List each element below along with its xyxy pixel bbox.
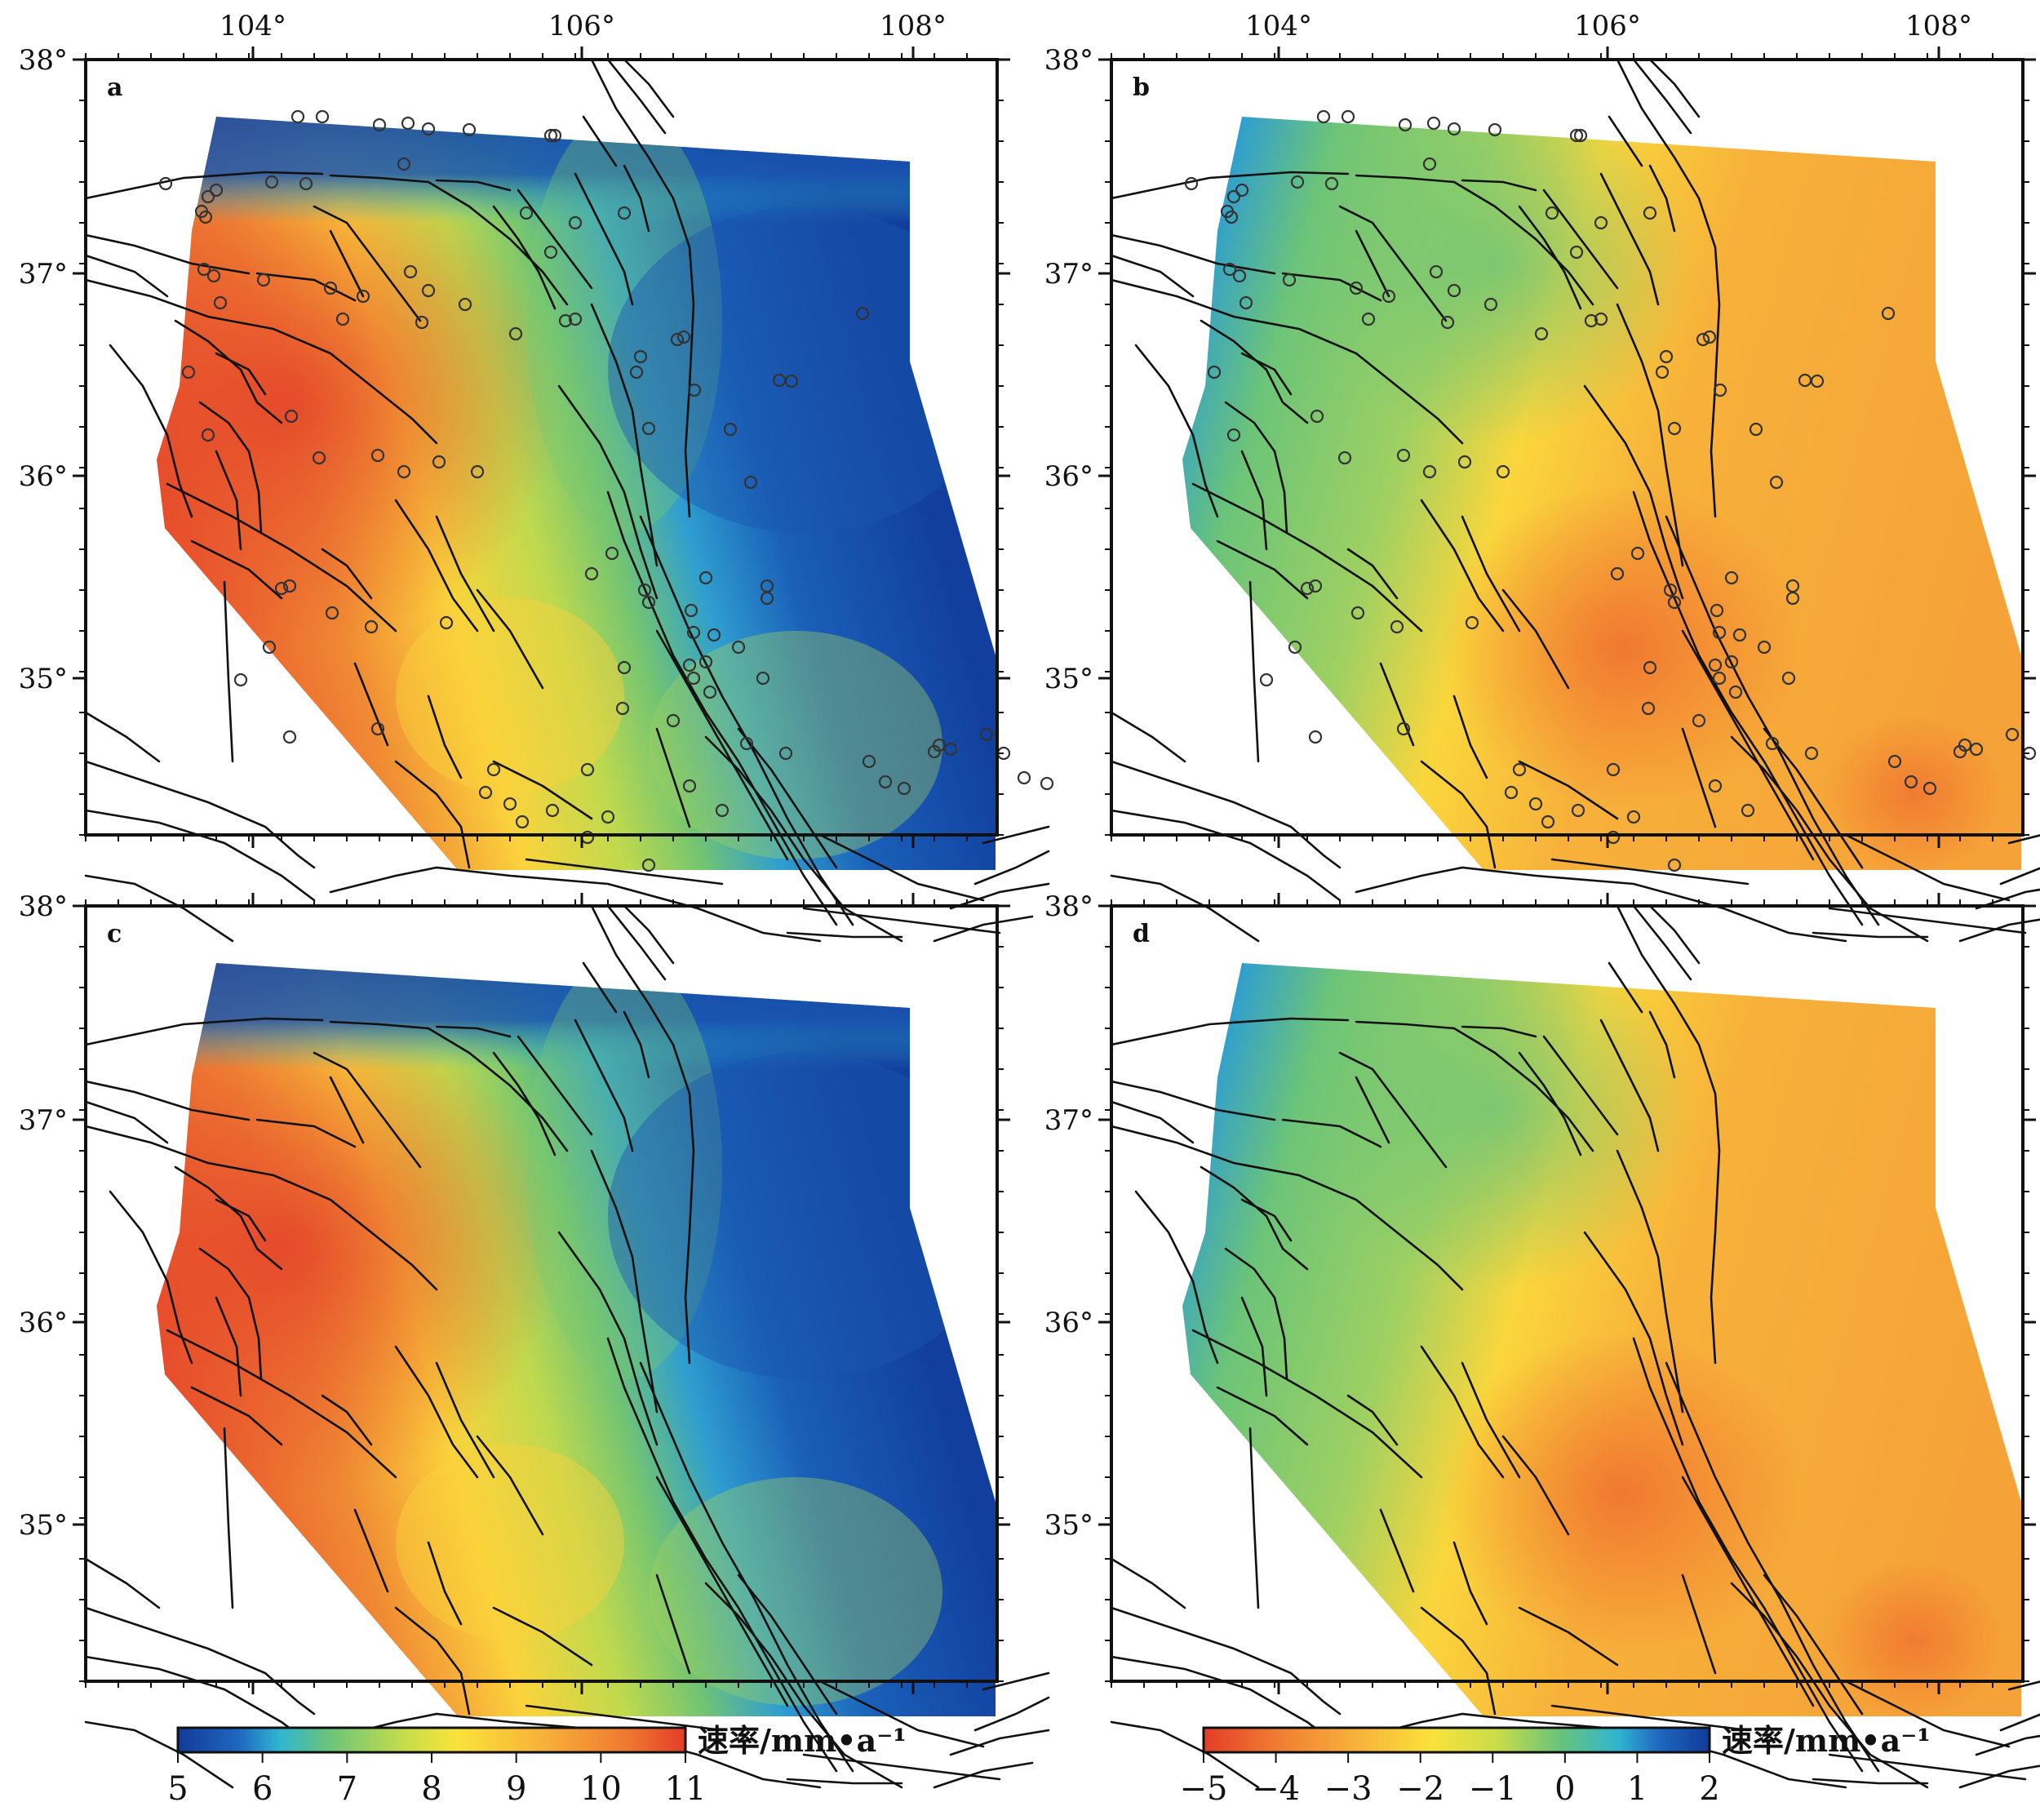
colorbar-tick-label: 8 xyxy=(421,1770,441,1808)
colorbar-rate-bar xyxy=(1202,1726,1711,1754)
lat-tick-label: 35° xyxy=(19,1509,68,1542)
colorbar-tick-label: −2 xyxy=(1396,1770,1444,1808)
lat-tick-label: 38° xyxy=(1044,44,1093,77)
colorbar-rate-label: 速率/mm•a⁻¹ xyxy=(1722,1722,1931,1759)
map-panels: a 104° 106° 108° 38° 37° 36° 35° b 104° 106° 108° 38… xyxy=(19,10,2040,1789)
panel-d-frame xyxy=(1110,904,2024,1683)
colorbar-tick-label: 2 xyxy=(1699,1770,1719,1808)
panel-a-ticks xyxy=(73,47,1010,848)
panel-b: b 104° 106° 108° 38° 37° 36° 35° xyxy=(1044,10,2040,943)
panel-b-frame xyxy=(1110,58,2024,837)
lon-tick-label: 104° xyxy=(220,10,286,42)
lon-tick-label: 108° xyxy=(880,10,947,42)
colorbar-tick-label: −1 xyxy=(1469,1770,1517,1808)
colorbar-tick-label: 6 xyxy=(252,1770,273,1808)
panel-d: d 38° 37° 36° 35° xyxy=(1044,890,2040,1789)
panel-d-ticks xyxy=(1098,893,2036,1694)
lat-tick-label: 35° xyxy=(1044,663,1093,695)
panel-c-frame xyxy=(84,904,999,1683)
lat-tick-label: 36° xyxy=(19,1307,68,1339)
lat-tick-label: 37° xyxy=(19,1104,68,1137)
panel-c-ticks xyxy=(73,893,1010,1694)
panel-a-field xyxy=(157,117,996,870)
colorbar-rate-ticks: −5 −4 −3 −2 −1 0 1 2 xyxy=(1180,1752,1720,1808)
lat-tick-label: 38° xyxy=(1044,890,1093,923)
colorbar-speed-bar xyxy=(176,1726,687,1754)
lon-tick-label: 104° xyxy=(1245,10,1312,42)
colorbar-tick-label: 5 xyxy=(167,1770,188,1808)
lat-tick-label: 36° xyxy=(1044,460,1093,493)
colorbar-speed: 5 6 7 8 9 10 11 速率/mm•a⁻¹ xyxy=(167,1722,907,1808)
colorbar-tick-label: 1 xyxy=(1627,1770,1648,1808)
colorbar-tick-label: −5 xyxy=(1180,1770,1228,1808)
lat-tick-label: 37° xyxy=(1044,1104,1093,1137)
lat-tick-label: 38° xyxy=(19,890,68,923)
lat-tick-label: 35° xyxy=(1044,1509,1093,1542)
lat-tick-label: 37° xyxy=(1044,258,1093,291)
colorbar-tick-label: −3 xyxy=(1324,1770,1373,1808)
colorbar-tick-label: 9 xyxy=(506,1770,526,1808)
colorbar-tick-label: 0 xyxy=(1554,1770,1575,1808)
colorbar-tick-label: −4 xyxy=(1252,1770,1300,1808)
colorbar-tick-label: 10 xyxy=(580,1770,622,1808)
lon-tick-label: 106° xyxy=(548,10,615,42)
lon-tick-label: 108° xyxy=(1905,10,1972,42)
lat-tick-label: 36° xyxy=(19,460,68,493)
panel-a-frame xyxy=(84,58,999,837)
colorbar-rate: −5 −4 −3 −2 −1 0 1 2 速率/mm•a⁻¹ xyxy=(1180,1722,1931,1808)
colorbar-speed-label: 速率/mm•a⁻¹ xyxy=(698,1722,907,1759)
lon-tick-label: 106° xyxy=(1574,10,1641,42)
lat-tick-label: 38° xyxy=(19,44,68,77)
lat-tick-label: 36° xyxy=(1044,1307,1093,1339)
panel-c: c 38° 37° 36° 35° xyxy=(19,890,1050,1789)
colorbar-tick-label: 7 xyxy=(337,1770,357,1808)
panel-d-field xyxy=(1182,963,2021,1716)
lat-tick-label: 35° xyxy=(19,663,68,695)
panel-d-label: d xyxy=(1133,920,1150,948)
colorbar-tick-label: 11 xyxy=(665,1770,707,1808)
panel-a-label: a xyxy=(107,73,122,102)
lat-tick-label: 37° xyxy=(19,258,68,291)
panel-c-label: c xyxy=(107,920,122,948)
panel-b-label: b xyxy=(1133,73,1150,102)
colorbar-speed-ticks: 5 6 7 8 9 10 11 xyxy=(167,1752,706,1808)
panel-b-ticks xyxy=(1098,47,2036,848)
panel-a: a 104° 106° 108° 38° 37° 36° 35° xyxy=(19,10,1054,943)
